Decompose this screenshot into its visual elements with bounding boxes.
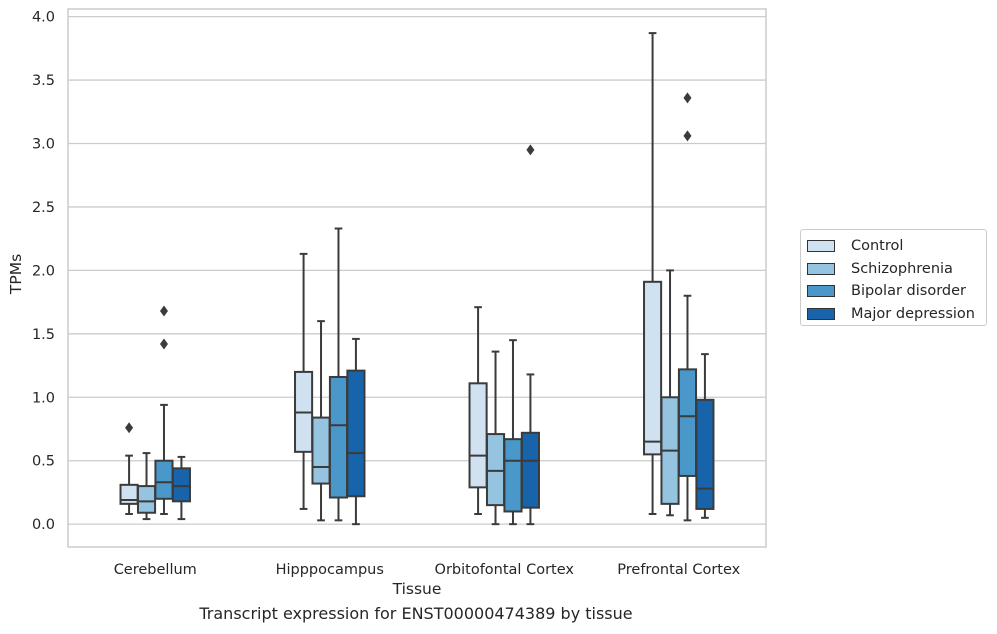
box-control <box>119 422 139 516</box>
plot-frame <box>67 8 767 548</box>
legend-item-bipolar-disorder: Bipolar disorder <box>807 280 986 303</box>
legend-swatch-schizophrenia <box>807 262 835 275</box>
box-schizophrenia <box>485 350 506 526</box>
y-axis-label: TPMs <box>7 254 25 295</box>
box-iqr <box>154 459 174 500</box>
x-ticks: Cerebellum Hipppocampus Orbitofontal Corte… <box>114 562 741 578</box>
chart-caption: Transcript expression for ENST0000047438… <box>199 604 633 623</box>
box-major-depression <box>520 144 540 526</box>
box-control <box>643 32 663 516</box>
legend-swatch-bipolar-disorder <box>807 285 835 298</box>
box-bipolar-disorder <box>677 92 698 522</box>
outlier-point <box>683 130 692 142</box>
y-tick-label: 4.0 <box>32 10 55 26</box>
outlier-point <box>526 144 535 156</box>
outlier-point <box>125 422 134 434</box>
y-tick-label: 2.5 <box>32 200 55 216</box>
x-axis-label: Tissue <box>392 580 442 598</box>
y-tick-label: 1.0 <box>32 390 55 406</box>
y-tick-label: 3.0 <box>32 137 55 153</box>
box-schizophrenia <box>660 269 680 517</box>
y-tick-label: 3.5 <box>32 73 55 89</box>
outlier-point <box>159 305 168 317</box>
box-control <box>294 252 314 510</box>
box-bipolar-disorder <box>154 305 174 516</box>
box-iqr <box>311 416 331 485</box>
y-tick-label: 1.5 <box>32 327 55 343</box>
legend: Control Schizophrenia Bipolar disorder M… <box>800 229 987 326</box>
box-schizophrenia <box>136 452 157 521</box>
box-iqr <box>520 431 540 509</box>
x-tick-label: Orbitofontal Cortex <box>435 562 575 578</box>
box-iqr <box>328 375 349 499</box>
box-bipolar-disorder <box>328 227 349 522</box>
outlier-point <box>683 92 692 104</box>
box-iqr <box>346 369 366 498</box>
legend-item-control: Control <box>807 235 986 258</box>
y-tick-label: 0.0 <box>32 517 55 533</box>
legend-label-bipolar-disorder: Bipolar disorder <box>851 283 966 300</box>
y-ticks: 0.0 0.5 1.0 1.5 2.0 2.5 3.0 3.5 4.0 <box>32 10 55 534</box>
box-iqr <box>171 467 191 503</box>
x-tick-label: Cerebellum <box>114 562 197 578</box>
box-iqr <box>485 433 506 507</box>
box-major-depression <box>171 455 191 521</box>
box-major-depression <box>695 353 715 519</box>
box-schizophrenia <box>311 320 331 522</box>
boxes-layer <box>119 32 715 526</box>
box-major-depression <box>346 337 366 526</box>
legend-swatch-control <box>807 240 835 253</box>
legend-swatch-major-depression <box>807 307 835 320</box>
x-tick-label: Hipppocampus <box>276 562 384 578</box>
legend-item-schizophrenia: Schizophrenia <box>807 258 986 281</box>
legend-label-major-depression: Major depression <box>851 305 975 322</box>
box-iqr <box>643 280 663 456</box>
legend-label-control: Control <box>851 238 904 255</box>
box-iqr <box>136 485 157 514</box>
legend-label-schizophrenia: Schizophrenia <box>851 260 953 277</box>
box-iqr <box>468 382 488 489</box>
gridlines <box>68 15 766 525</box>
box-iqr <box>695 398 715 510</box>
x-tick-label: Prefrontal Cortex <box>617 562 740 578</box>
outlier-point <box>159 338 168 350</box>
box-control <box>468 306 488 516</box>
legend-item-major-depression: Major depression <box>807 303 986 326</box>
box-iqr <box>503 438 523 513</box>
box-iqr <box>677 368 698 477</box>
y-tick-label: 2.0 <box>32 263 55 279</box>
y-tick-label: 0.5 <box>32 454 55 470</box>
box-bipolar-disorder <box>503 339 523 526</box>
